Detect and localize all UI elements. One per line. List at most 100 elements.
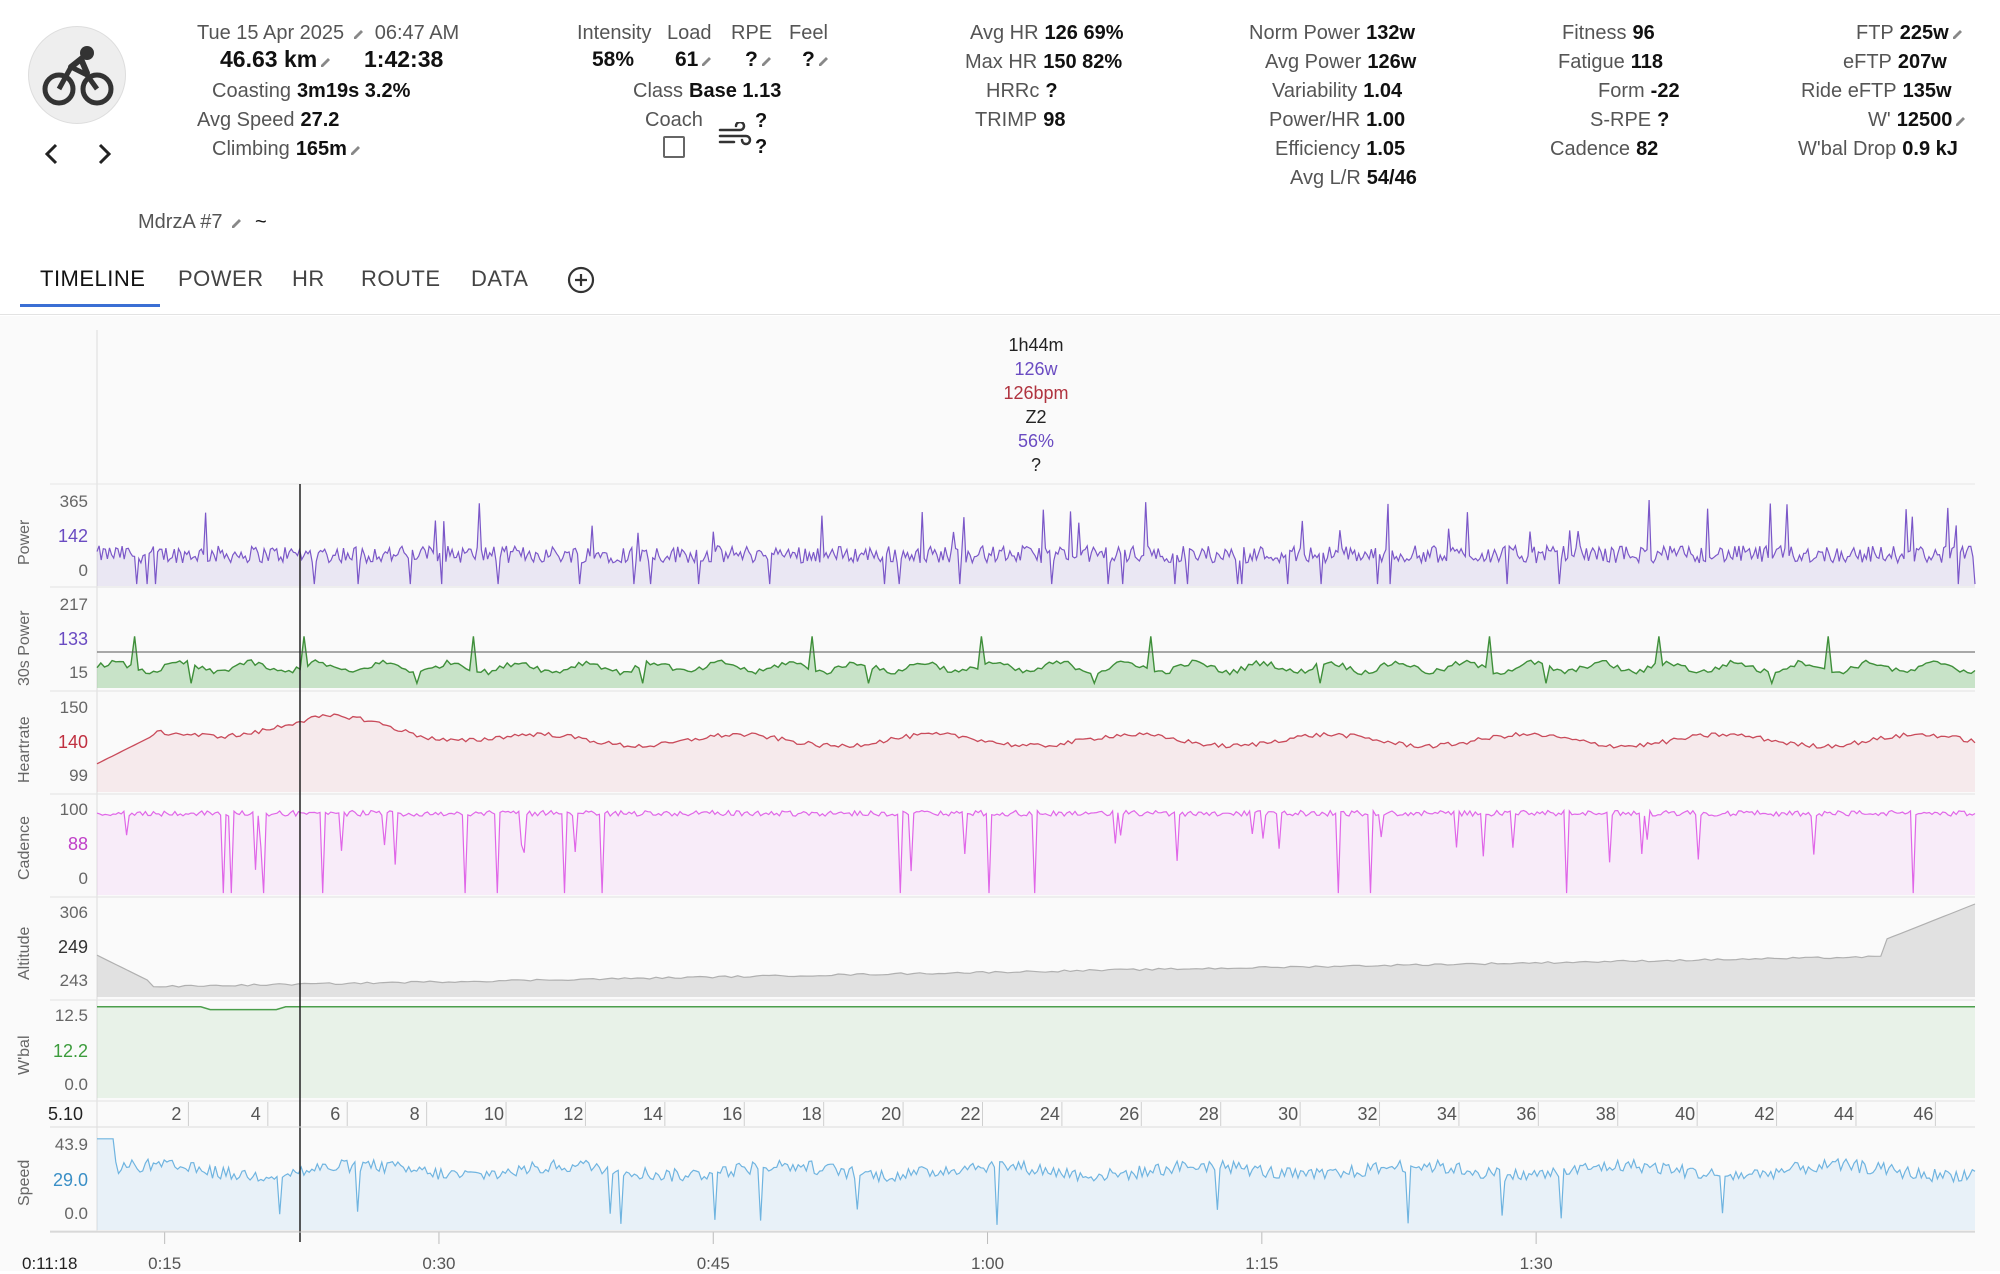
variability-stat: Variability 1.04 (1272, 80, 1403, 102)
rpe-label: RPE (731, 22, 773, 44)
hr-tick-min: 99 (69, 766, 88, 785)
activity-time: 06:47 AM (374, 22, 460, 44)
edit-ftp-pencil-icon[interactable] (1952, 28, 1964, 40)
power30-tick-avg: 133 (57, 629, 88, 649)
avg-power-stat: Avg Power 126w (1265, 51, 1417, 73)
edit-gear-pencil-icon[interactable] (231, 217, 243, 229)
wind-value-2: ? (755, 136, 768, 158)
srpe-stat: S-RPE? (1590, 109, 1670, 131)
gear-name: MdrzA #7 (138, 211, 223, 233)
distance-tick-label: 38 (1595, 1104, 1616, 1124)
avg-speed-stat: Avg Speed 27.2 (197, 109, 340, 131)
activity-date: Tue 15 Apr 2025 (197, 22, 345, 44)
activity-date-time: Tue 15 Apr 2025 06:47 AM (197, 22, 465, 45)
timeline-graphs[interactable] (0, 316, 2000, 1271)
bike-icon (42, 46, 114, 106)
distance-tick-label: 34 (1436, 1104, 1457, 1124)
gear-suffix: ~ (255, 211, 267, 233)
ftp-stat: FTP 225w (1856, 22, 1964, 45)
heartrate-line (96, 713, 1976, 765)
summary-pct: 56% (1017, 431, 1055, 451)
distance-tick-label: 26 (1119, 1104, 1140, 1124)
plus-circle-icon (567, 266, 595, 294)
wbal-tick-max: 12.5 (54, 1006, 88, 1025)
power30-tick-max: 217 (59, 595, 88, 614)
edit-climbing-pencil-icon[interactable] (350, 144, 362, 156)
distance-tick-label: 40 (1675, 1104, 1696, 1124)
wbal-tick-avg: 12.2 (52, 1041, 88, 1061)
altitude-tick-avg: 249 (57, 937, 88, 957)
summary-hr: 126bpm (1003, 383, 1069, 403)
speed-line (97, 1138, 1976, 1225)
distance-tick-label: 22 (960, 1104, 981, 1124)
edit-wprime-pencil-icon[interactable] (1955, 115, 1967, 127)
distance-tick-label: 16 (722, 1104, 743, 1124)
edit-rpe-pencil-icon[interactable] (761, 55, 773, 67)
activity-avatar (28, 26, 126, 124)
wbal-area (97, 1006, 1975, 1098)
tab-hr[interactable]: HR (292, 266, 325, 291)
avg-lr-stat: Avg L/R 54/46 (1290, 167, 1417, 189)
wprime-stat: W' 12500 (1868, 109, 1967, 132)
edit-date-pencil-icon[interactable] (353, 28, 365, 40)
time-tick-label: 0:45 (696, 1254, 730, 1273)
power-line (96, 499, 1976, 585)
summary-duration: 1h44m (1008, 335, 1064, 355)
cadence-tick-min: 0 (78, 869, 88, 888)
distance-tick-label: 2 (171, 1104, 182, 1124)
power30-tick-min: 15 (69, 663, 88, 682)
distance-tick-label: 8 (409, 1104, 420, 1124)
distance-field: 46.63 km (220, 46, 332, 73)
distance-tick-label: 30 (1278, 1104, 1299, 1124)
summary-power: 126w (1014, 359, 1058, 379)
tab-route[interactable]: ROUTE (361, 266, 441, 291)
time-axis-start: 0:11:18 (22, 1254, 78, 1273)
duration-field: 1:42:38 (364, 46, 443, 73)
coach-label: Coach (645, 109, 703, 131)
duration-value: 1:42:38 (364, 46, 444, 72)
feel-value[interactable]: ? (802, 48, 830, 72)
gear-field[interactable]: MdrzA #7 ~ (138, 211, 273, 234)
time-tick-label: 0:15 (148, 1254, 182, 1273)
power-tick-min: 0 (78, 561, 88, 580)
class-stat: Class Base 1.13 (633, 80, 782, 102)
distance-tick-label: 18 (801, 1104, 822, 1124)
tabs-divider (0, 314, 2000, 315)
next-activity-button[interactable] (92, 140, 116, 168)
edit-feel-pencil-icon[interactable] (818, 55, 830, 67)
distance-tick-label: 24 (1039, 1104, 1060, 1124)
load-label: Load (667, 22, 712, 44)
ride-eftp-stat: Ride eFTP 135w (1801, 80, 1952, 102)
tab-power[interactable]: POWER (178, 266, 264, 291)
speed-tick-avg: 29.0 (52, 1170, 88, 1190)
add-tab-button[interactable] (567, 266, 595, 294)
edit-load-pencil-icon[interactable] (701, 55, 713, 67)
time-tick-label: 1:00 (970, 1254, 1005, 1273)
efficiency-stat: Efficiency 1.05 (1275, 138, 1406, 160)
power-area (97, 500, 1975, 586)
heartrate-area (97, 714, 1975, 792)
distance-tick-label: 42 (1754, 1104, 1775, 1124)
fitness-stat: Fitness 96 (1562, 22, 1655, 44)
coach-checkbox[interactable] (663, 136, 685, 158)
distance-tick-label: 6 (330, 1104, 341, 1124)
edit-distance-pencil-icon[interactable] (320, 56, 332, 68)
altitude-area (97, 904, 1975, 997)
norm-power-stat: Norm Power 132w (1249, 22, 1416, 44)
cadence-tick-avg: 88 (67, 834, 88, 854)
max-hr-stat: Max HR 150 82% (965, 51, 1123, 73)
tab-timeline[interactable]: TIMELINE (40, 266, 146, 291)
form-stat: Form -22 (1598, 80, 1680, 102)
intensity-value: 58% (592, 48, 635, 71)
wbal-line (97, 1006, 1975, 1011)
tab-data[interactable]: DATA (471, 266, 529, 291)
hr-tick-avg: 140 (57, 732, 88, 752)
distance-tick-label: 44 (1833, 1104, 1854, 1124)
prev-activity-button[interactable] (40, 140, 64, 168)
wbal-tick-min: 0.0 (64, 1075, 88, 1094)
altitude-tick-min: 243 (59, 971, 88, 990)
rpe-value[interactable]: ? (745, 48, 773, 72)
wind-icon (718, 120, 752, 148)
power30-line (96, 636, 1976, 686)
altitude-tick-max: 306 (59, 903, 88, 922)
